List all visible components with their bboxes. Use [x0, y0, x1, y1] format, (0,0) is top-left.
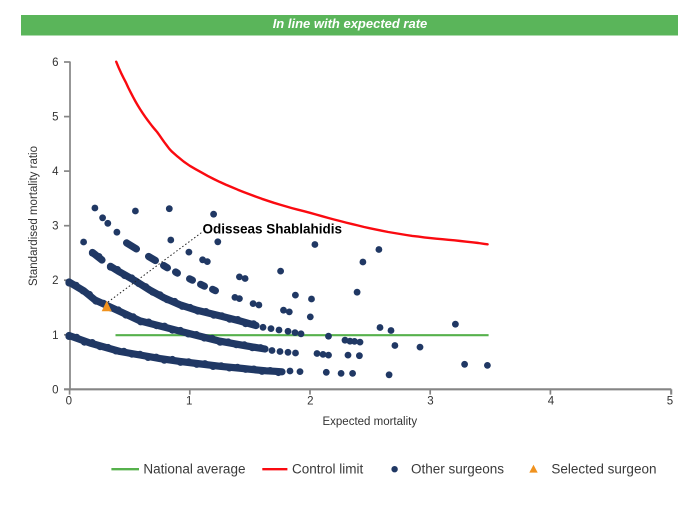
svg-text:2: 2 [52, 275, 58, 287]
svg-text:4: 4 [548, 395, 555, 407]
svg-text:3: 3 [427, 395, 433, 407]
svg-text:In line with expected rate: In line with expected rate [273, 16, 428, 31]
svg-text:0: 0 [52, 384, 58, 396]
svg-text:5: 5 [52, 112, 58, 124]
svg-text:Other surgeons: Other surgeons [411, 462, 504, 477]
svg-text:1: 1 [52, 330, 58, 342]
svg-text:Odisseas Shablahidis: Odisseas Shablahidis [203, 222, 343, 237]
svg-text:2: 2 [307, 395, 313, 407]
svg-text:Control limit: Control limit [292, 462, 364, 477]
svg-text:5: 5 [667, 395, 673, 407]
svg-text:0: 0 [66, 395, 72, 407]
svg-text:Selected surgeon: Selected surgeon [551, 462, 656, 477]
svg-text:1: 1 [186, 395, 192, 407]
svg-text:National average: National average [143, 462, 245, 477]
svg-text:Expected mortality: Expected mortality [322, 416, 417, 428]
svg-text:3: 3 [52, 221, 58, 233]
svg-text:4: 4 [52, 166, 59, 178]
svg-text:6: 6 [52, 57, 58, 69]
svg-text:Standardised mortality ratio: Standardised mortality ratio [28, 146, 40, 286]
